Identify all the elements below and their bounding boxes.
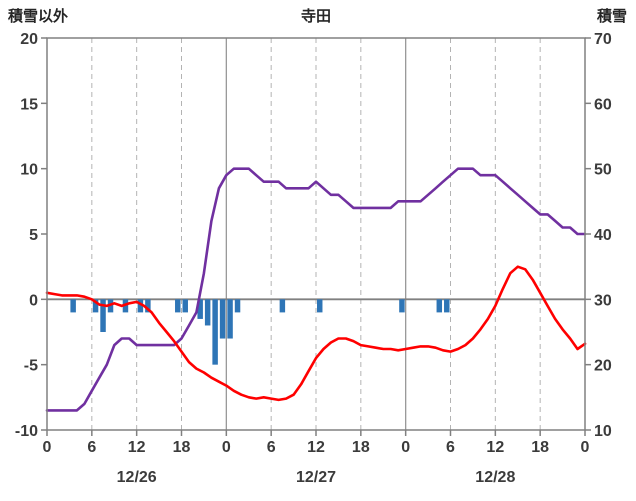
precipitation-bar — [137, 299, 144, 313]
snow-depth-line — [45, 167, 587, 412]
left-axis-tick-label: 5 — [29, 227, 38, 244]
precipitation-bar — [444, 299, 450, 313]
day-label: 12/27 — [296, 469, 336, 486]
right-axis-title: 積雪 — [596, 8, 627, 25]
precipitation-bar — [219, 299, 226, 339]
precipitation-bar — [227, 299, 233, 339]
precipitation-bar — [92, 299, 99, 313]
right-axis-tick-label: 30 — [594, 292, 612, 309]
precipitation-bar — [70, 299, 76, 313]
precipitation-bar — [317, 299, 323, 313]
right-axis-tick-label: 50 — [594, 162, 612, 179]
precipitation-bar — [197, 299, 203, 319]
x-axis-tick-label: 18 — [531, 439, 549, 456]
precipitation-bar — [175, 299, 181, 313]
x-axis-tick-label: 6 — [87, 439, 96, 456]
precipitation-bar — [212, 299, 218, 365]
x-axis-tick-label: 0 — [43, 439, 52, 456]
right-axis-tick-label: 60 — [594, 96, 612, 113]
x-axis-tick-label: 12 — [486, 439, 504, 456]
x-axis-tick-label: 0 — [222, 439, 231, 456]
x-axis-tick-label: 0 — [581, 439, 590, 456]
x-axis-tick-label: 18 — [173, 439, 191, 456]
right-axis-tick-label: 20 — [594, 358, 612, 375]
x-axis-tick-label: 0 — [401, 439, 410, 456]
precipitation-bar — [204, 299, 211, 326]
x-axis-tick-label: 18 — [352, 439, 370, 456]
left-axis-tick-label: 20 — [20, 31, 38, 48]
precipitation-bar — [145, 299, 151, 313]
left-axis-tick-label: -5 — [24, 358, 38, 375]
chart-title: 寺田 — [300, 8, 331, 25]
left-axis-tick-label: 0 — [29, 292, 38, 309]
x-axis-tick-label: 12 — [307, 439, 325, 456]
x-axis-tick-label: 6 — [446, 439, 455, 456]
precipitation-bar — [182, 299, 188, 313]
x-axis-tick-label: 12 — [128, 439, 146, 456]
right-axis-tick-label: 40 — [594, 227, 612, 244]
precipitation-bar — [399, 299, 405, 313]
left-axis-tick-label: 10 — [20, 162, 38, 179]
red-measurement-line — [45, 265, 587, 402]
precipitation-bar — [436, 299, 443, 313]
left-axis-tick-label: -10 — [15, 423, 38, 440]
precipitation-bar — [234, 299, 241, 313]
day-label: 12/26 — [117, 469, 157, 486]
precipitation-bar — [100, 299, 106, 332]
left-axis-title: 積雪以外 — [8, 8, 69, 25]
right-axis-tick-label: 70 — [594, 31, 612, 48]
left-axis-tick-label: 15 — [20, 96, 38, 113]
right-axis-tick-label: 10 — [594, 423, 612, 440]
precipitation-bar — [279, 299, 286, 313]
x-axis-tick-label: 6 — [267, 439, 276, 456]
day-label: 12/28 — [475, 469, 515, 486]
